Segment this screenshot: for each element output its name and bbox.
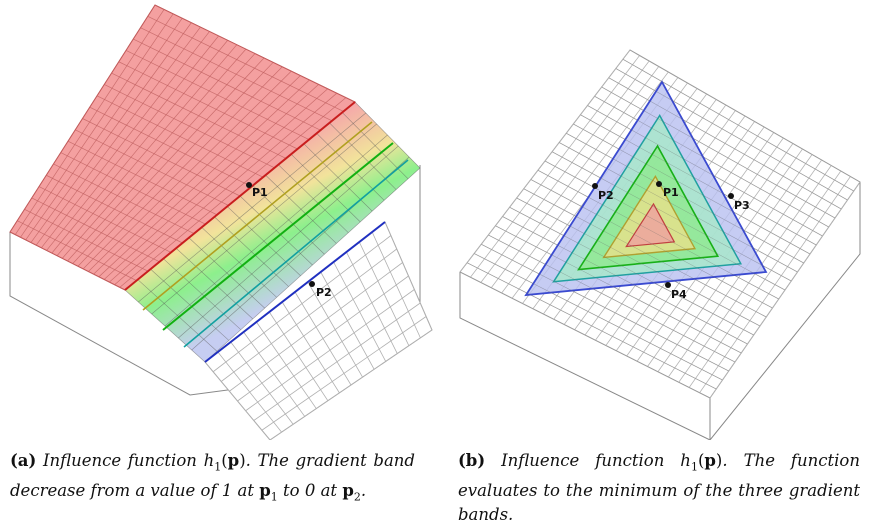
caption-b-p: p	[704, 451, 716, 470]
box-outline-b	[459, 182, 861, 440]
caption-a-tag: (a)	[10, 451, 37, 470]
caption-a-text-2: . The gradient band decrease from a valu…	[10, 451, 415, 501]
floor-grid	[204, 221, 433, 440]
caption-a-text-4: .	[360, 481, 367, 501]
figure-a: P1 P2	[0, 0, 440, 440]
label-p1: P1	[252, 186, 268, 199]
plateau-grid	[9, 4, 356, 291]
triangle-grid	[459, 49, 861, 399]
contour-red	[124, 101, 356, 291]
caption-a-paren-open: (	[221, 451, 228, 470]
label-b-p2: P2	[598, 189, 614, 202]
caption-b-paren-open: (	[697, 451, 705, 470]
caption-a: (a) Influence function h1(p). The gradie…	[10, 449, 415, 510]
contour-yellow	[142, 121, 373, 311]
figure-b: P1 P2 P3 P4	[440, 0, 878, 440]
caption-a-text-3: to 0 at	[277, 481, 343, 501]
caption-a-p2: p	[342, 481, 354, 501]
contour-blue	[204, 221, 386, 363]
point-b-p2	[592, 183, 598, 189]
caption-b-paren-close: )	[715, 451, 723, 470]
caption-a-p2-sub: 2	[353, 490, 361, 504]
label-b-p3: P3	[734, 199, 750, 212]
contour-green	[162, 142, 394, 331]
label-b-p1: P1	[663, 186, 679, 199]
point-b-p1	[656, 181, 662, 187]
caption-a-paren-close: )	[239, 451, 246, 470]
caption-a-h-sub: 1	[214, 460, 222, 474]
point-b-p4	[665, 282, 671, 288]
caption-b: (b) Influence function h1(p). The functi…	[458, 449, 860, 527]
caption-a-p1: p	[259, 481, 271, 501]
caption-a-p1-sub: 1	[270, 490, 278, 504]
caption-a-text-1: Influence function	[36, 451, 204, 470]
point-b-p3	[728, 193, 734, 199]
caption-b-text-1: Influence function	[485, 451, 681, 470]
caption-a-p: p	[227, 451, 240, 470]
caption-b-h: h	[680, 451, 691, 470]
figure-b-plot: P1 P2 P3 P4	[459, 49, 861, 440]
caption-b-text-2: . The function evaluates to the minimum …	[458, 451, 860, 525]
point-p1	[246, 182, 252, 188]
figure-a-plot: P1 P2	[9, 4, 433, 440]
band-red	[625, 202, 676, 248]
caption-b-h-sub: 1	[690, 460, 698, 474]
caption-b-tag: (b)	[458, 451, 486, 470]
point-p2	[309, 281, 315, 287]
label-p2: P2	[316, 286, 332, 299]
contour-teal	[183, 159, 409, 348]
label-b-p4: P4	[671, 288, 687, 301]
caption-a-h: h	[203, 451, 215, 470]
